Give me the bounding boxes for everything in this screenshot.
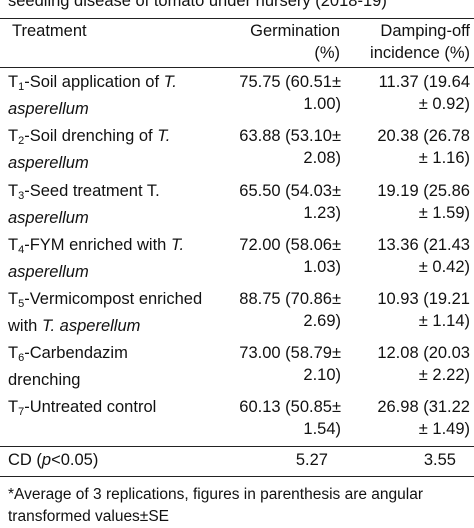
damping-off-value: 13.36 (21.43 ± 0.42) [352, 234, 470, 278]
treatment-name-line1: -Soil application of [24, 73, 164, 91]
germination-line2: 1.54) [303, 420, 341, 438]
treatment-name-line2-italic: asperellum [8, 209, 89, 227]
footnote: *Average of 3 replications, figures in p… [8, 486, 424, 525]
treatment-prefix: T [8, 127, 19, 145]
germination-line1: 75.75 (60.51± [239, 73, 341, 91]
treatment-name-line1: -FYM enriched with [24, 236, 171, 254]
damping-line1: 13.36 (21.43 [377, 236, 470, 254]
treatment-name: T7-Untreated control [8, 396, 218, 423]
germination-line1: 60.13 (50.85± [239, 398, 341, 416]
treatment-name: T1-Soil application of T. asperellum [8, 71, 218, 120]
treatment-name-line1: -Carbendazim [24, 344, 128, 362]
treatment-name: T3-Seed treatment T. asperellum [8, 180, 218, 229]
treatment-name-italic: T. [163, 73, 177, 91]
treatment-subscript: 6 [18, 352, 25, 364]
germination-line1: 73.00 (58.79± [239, 344, 341, 362]
damping-off-value: 10.93 (19.21 ± 1.14) [352, 288, 470, 332]
treatment-name: T5-Vermicompost enriched with T. asperell… [8, 288, 218, 337]
treatment-prefix: T [8, 73, 19, 91]
treatment-name-italic: T. [157, 127, 171, 145]
treatment-name-line2: drenching [8, 371, 81, 389]
treatment-subscript: 5 [18, 298, 25, 310]
header-treatment: Treatment [12, 22, 87, 40]
damping-line1: 20.38 (26.78 [377, 127, 470, 145]
germination-value: 63.88 (53.10± 2.08) [232, 125, 341, 169]
germination-line1: 63.88 (53.10± [239, 127, 341, 145]
treatment-name: T4-FYM enriched with T. asperellum [8, 234, 218, 283]
damping-line2: ± 0.42) [418, 258, 470, 276]
treatment-prefix: T [8, 344, 19, 362]
damping-line1: 12.08 (20.03 [377, 344, 470, 362]
treatment-name: T6-Carbendazim drenching [8, 342, 218, 391]
damping-line2: ± 1.14) [418, 312, 470, 330]
germination-line1: 65.50 (54.03± [239, 182, 341, 200]
treatment-prefix: T [8, 182, 19, 200]
treatment-subscript: 3 [18, 190, 25, 202]
treatment-name-line1: -Untreated control [24, 398, 157, 416]
cd-label: CD (p<0.05) [8, 449, 218, 471]
header-damping-off: Damping-off incidence (%) [352, 20, 470, 64]
treatment-name-line2: with [8, 317, 42, 335]
germination-value: 75.75 (60.51± 1.00) [232, 71, 341, 115]
treatment-name-italic: T. [170, 236, 185, 254]
germination-line2: 1.23) [303, 204, 341, 222]
cd-germination: 5.27 [295, 451, 328, 469]
top-rule [0, 18, 474, 20]
germination-value: 73.00 (58.79± 2.10) [232, 342, 341, 386]
germination-line2: 2.69) [303, 312, 341, 330]
cd-top-rule [0, 446, 474, 448]
damping-line2: ± 1.49) [418, 420, 470, 438]
damping-line1: 19.19 (25.86 [377, 182, 470, 200]
header-germination-line1: Germination [250, 22, 340, 40]
germination-line1: 88.75 (70.86± [239, 290, 341, 308]
treatment-name-line2-italic: asperellum [8, 100, 89, 118]
treatment-subscript: 4 [18, 244, 25, 256]
cd-damping-off: 3.55 [423, 451, 456, 469]
damping-line2: ± 1.59) [418, 204, 470, 222]
damping-off-value: 20.38 (26.78 ± 1.16) [352, 125, 470, 169]
germination-value: 60.13 (50.85± 1.54) [232, 396, 341, 440]
bottom-rule [0, 476, 474, 478]
germination-line1: 72.00 (58.06± [239, 236, 341, 254]
treatment-prefix: T [8, 290, 19, 308]
cd-label-italic: p [41, 451, 52, 469]
treatment-subscript: 2 [18, 135, 25, 147]
cd-label-plain: CD ( [8, 451, 42, 469]
germination-value: 65.50 (54.03± 1.23) [232, 180, 341, 224]
treatment-name-line2-italic: asperellum [8, 263, 89, 281]
treatment-subscript: 1 [18, 81, 25, 93]
germination-line2: 2.10) [303, 366, 341, 384]
damping-line2: ± 1.16) [418, 149, 470, 167]
damping-line1: 11.37 (19.64 [378, 73, 470, 91]
damping-off-value: 12.08 (20.03 ± 2.22) [352, 342, 470, 386]
treatment-name-line1: -Seed treatment T. [24, 182, 160, 200]
treatment-name-line2-italic: T. asperellum [41, 317, 141, 335]
treatment-name-line2-italic: asperellum [8, 154, 89, 172]
germination-line2: 2.08) [303, 149, 341, 167]
germination-value: 72.00 (58.06± 1.03) [232, 234, 341, 278]
treatment-name: T2-Soil drenching of T. asperellum [8, 125, 218, 174]
header-rule [0, 67, 474, 69]
treatment-prefix: T [8, 236, 19, 254]
cd-label-rest: <0.05) [51, 451, 99, 469]
damping-line1: 26.98 (31.22 [377, 398, 470, 416]
damping-line2: ± 2.22) [418, 366, 470, 384]
damping-off-value: 26.98 (31.22 ± 1.49) [352, 396, 470, 440]
header-damping-line1: Damping-off [380, 22, 470, 40]
germination-line2: 1.00) [303, 95, 341, 113]
treatment-name-line1: -Soil drenching of [24, 127, 158, 145]
treatment-subscript: 7 [18, 406, 25, 418]
header-damping-line2: incidence (%) [370, 44, 470, 62]
germination-value: 88.75 (70.86± 2.69) [232, 288, 341, 332]
damping-off-value: 19.19 (25.86 ± 1.59) [352, 180, 470, 224]
header-germination-line2: (%) [314, 44, 340, 62]
damping-line2: ± 0.92) [418, 95, 470, 113]
header-germination: Germination (%) [232, 20, 340, 64]
germination-line2: 1.03) [303, 258, 341, 276]
damping-line1: 10.93 (19.21 [377, 290, 470, 308]
table-caption: seedling disease of tomato under nursery… [8, 0, 387, 10]
treatment-prefix: T [8, 398, 19, 416]
damping-off-value: 11.37 (19.64 ± 0.92) [352, 71, 470, 115]
treatment-name-line1: -Vermicompost enriched [24, 290, 203, 308]
